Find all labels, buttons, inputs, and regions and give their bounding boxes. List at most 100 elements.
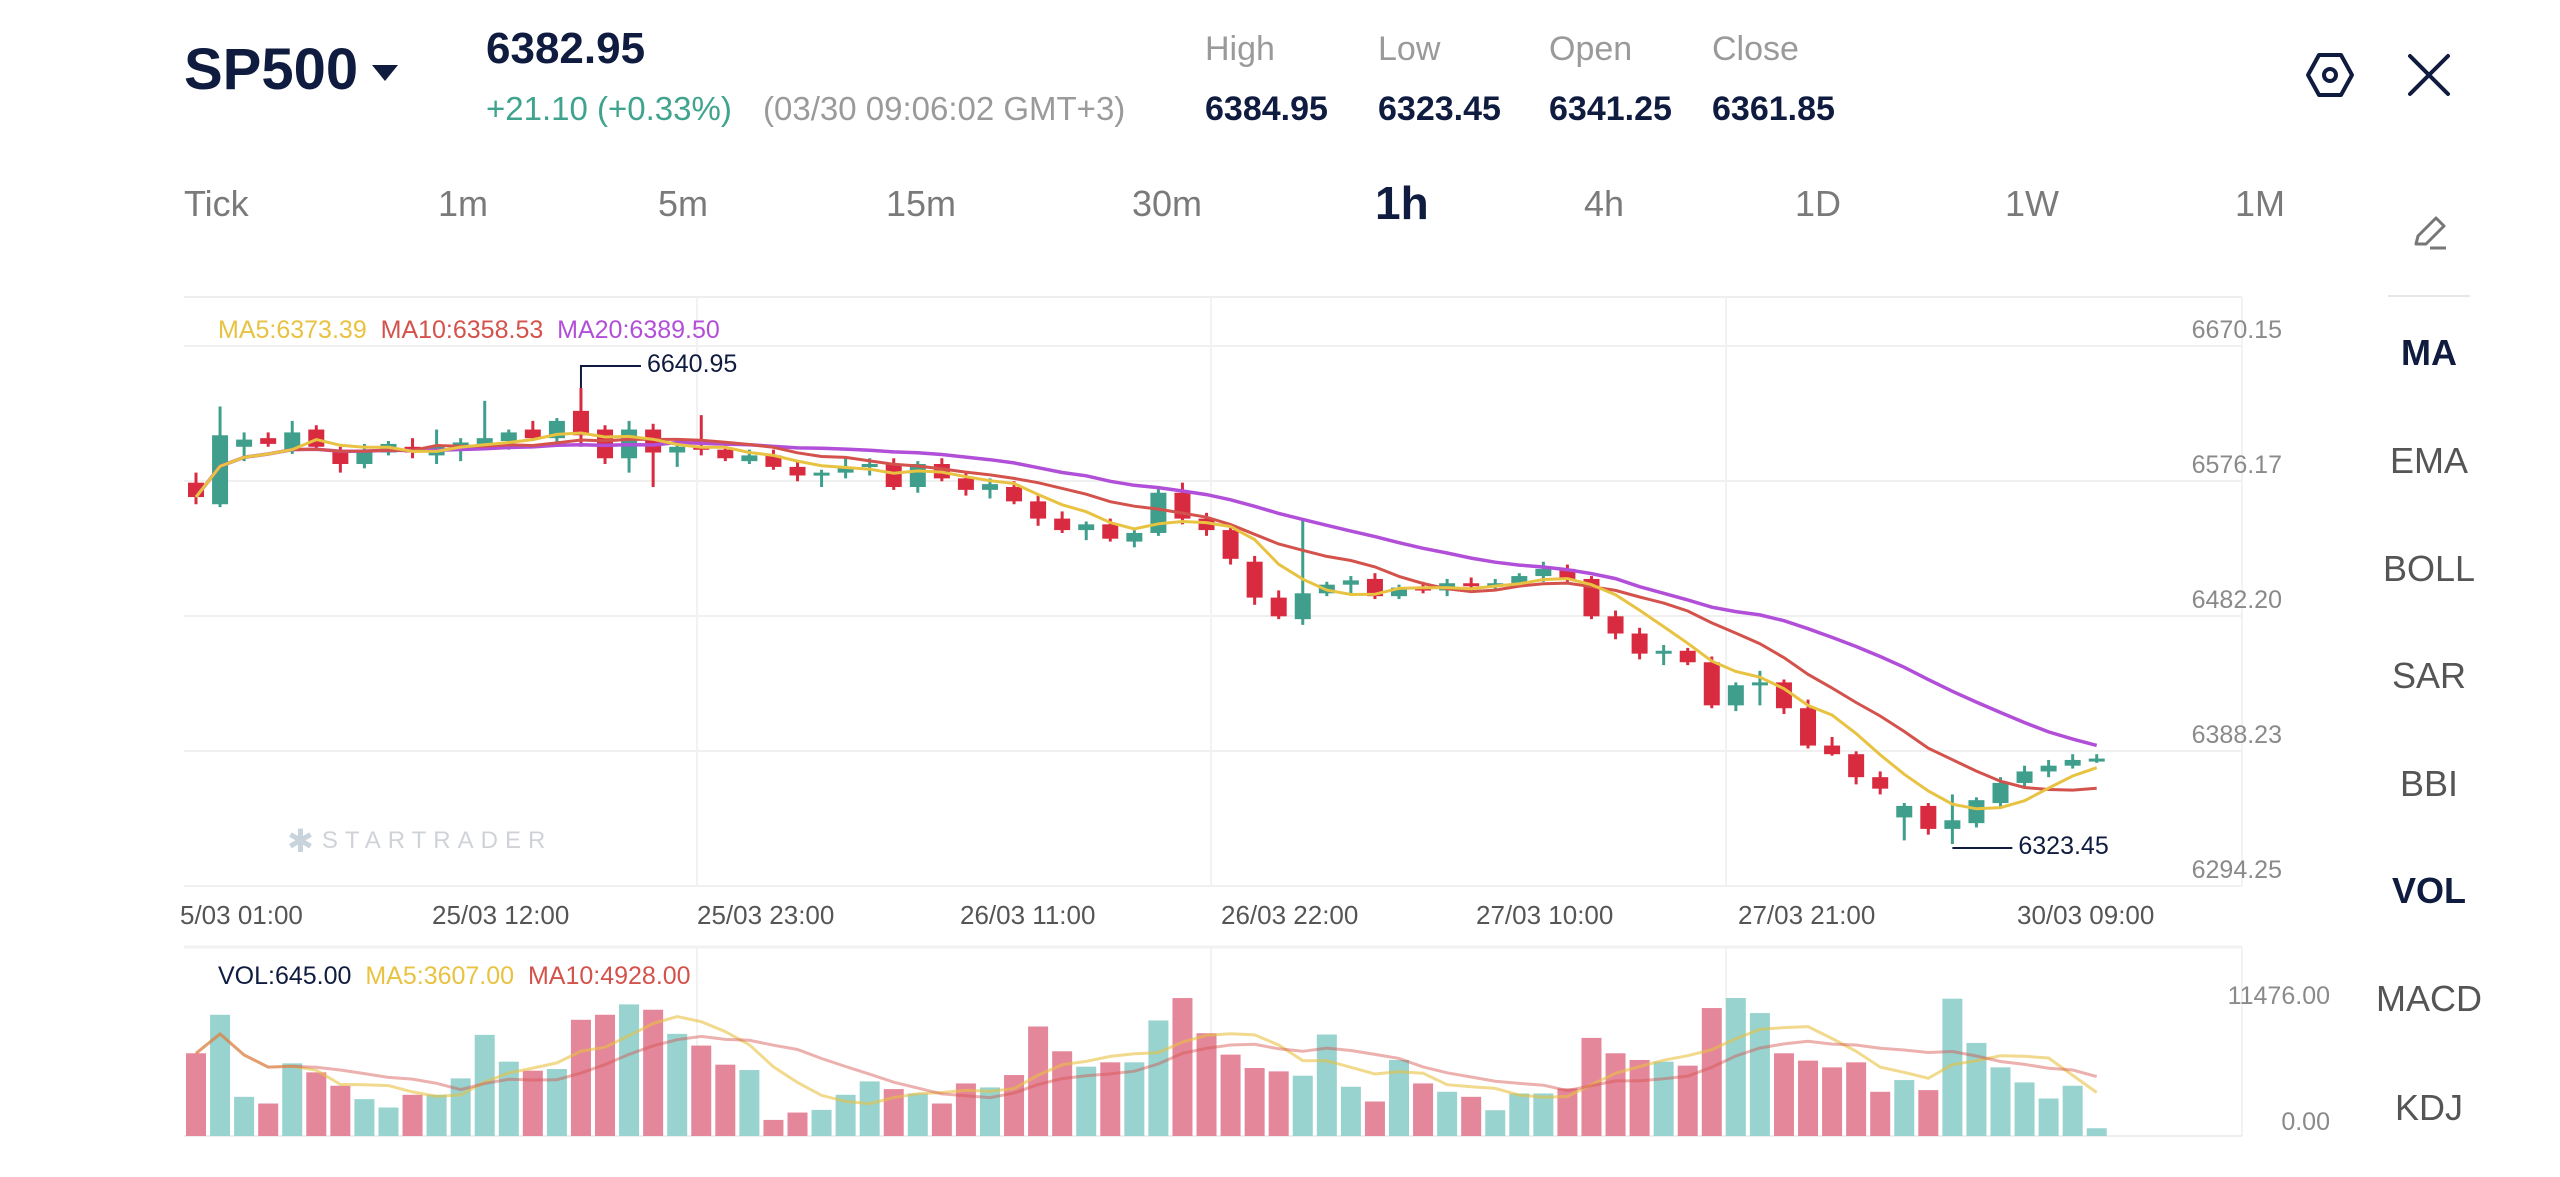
x-tick: 5/03 01:00 [180,900,303,930]
ma10-line [194,437,2097,792]
candle-up [2016,771,2033,783]
indicator-boll[interactable]: BOLL [2382,548,2476,589]
candle-up [476,438,493,444]
indicator-ma[interactable]: MA [2401,332,2457,373]
volume-bar [931,1103,952,1136]
hexagon-settings-icon[interactable] [2305,50,2355,100]
candle-up [1126,532,1143,542]
volume-bar [522,1070,543,1136]
candle-up [1078,524,1095,531]
x-tick: 30/03 09:00 [2017,900,2155,930]
volume-bar [811,1109,832,1136]
candle-down [1054,518,1071,531]
volume-bar [1100,1062,1121,1136]
tab-1mo[interactable]: 1M [2235,183,2286,224]
candle-down [885,464,902,487]
ma5-value: MA5:6373.39 [218,316,367,344]
indicator-vol[interactable]: VOL [2391,870,2466,911]
volume-bar [1028,1026,1049,1136]
tab-1m[interactable]: 1m [438,183,489,224]
volume-bar [595,1014,616,1136]
volume-bar [186,1053,206,1136]
volume-bar [1966,1042,1987,1136]
candle-down [572,410,589,436]
indicator-sar[interactable]: SAR [2391,655,2467,696]
tab-1w[interactable]: 1W [2005,183,2059,224]
tab-1d[interactable]: 1D [1795,183,1842,224]
symbol-name: SP500 [184,37,359,102]
volume-bar [1629,1059,1650,1136]
vol-value: VOL:645.00 [218,962,352,990]
low-value: 6323.45 [1378,90,1501,128]
candle-down [957,478,974,490]
volume-bar [619,1004,640,1136]
volume-bar [1533,1093,1554,1136]
tab-4h[interactable]: 4h [1584,183,1625,224]
candle-down [717,449,734,459]
candle-up [1751,682,1768,686]
volume-bar [306,1072,327,1136]
candle-down [1848,754,1865,778]
volume-bar [763,1119,784,1136]
candle-down [1824,745,1841,755]
watermark-text: STARTRADER [321,827,553,854]
y-tick: 6576.17 [2191,451,2282,479]
volume-bar [1148,1020,1169,1136]
tab-tick[interactable]: Tick [184,183,249,224]
volume-bar [787,1112,808,1136]
candle-down [1607,616,1624,634]
high-value: 6384.95 [1205,90,1328,128]
symbol-selector[interactable]: SP500 [184,36,399,103]
max-price-marker [579,364,641,388]
volume-bar [402,1094,423,1136]
volume-bar [570,1019,591,1136]
candle-up [1535,568,1552,577]
tab-5m[interactable]: 5m [658,183,709,224]
volume-bar [835,1094,856,1136]
volume-bar [1653,1061,1674,1136]
volume-bar [739,1070,760,1136]
candle-up [1727,685,1744,706]
indicator-macd[interactable]: MACD [2376,978,2482,1019]
candle-down [1775,682,1792,709]
volume-bar [2062,1085,2083,1136]
volume-bar [1244,1068,1265,1136]
star-logo-icon: ✱ [287,823,314,859]
candle-down [524,429,541,439]
volume-bar [1798,1060,1819,1136]
indicator-ema[interactable]: EMA [2389,440,2468,481]
volume-bar [1340,1086,1361,1136]
candle-down [1463,583,1480,587]
tab-1h[interactable]: 1h [1375,177,1429,229]
volume-bar [234,1096,255,1136]
volume-bar [1918,1090,1939,1136]
watermark-logo: ✱ STARTRADER [287,822,552,860]
min-price-label: 6323.45 [2018,832,2109,861]
candle-down [1102,524,1119,539]
volume-bar [1990,1067,2011,1136]
volume-bar [1725,998,1746,1136]
x-tick: 25/03 23:00 [697,900,835,930]
candle-down [1222,530,1239,559]
volume-bar [1509,1093,1530,1136]
tab-15m[interactable]: 15m [886,183,957,224]
pencil-icon[interactable] [2408,210,2452,254]
candle-up [212,435,229,505]
tab-30m[interactable]: 30m [1132,183,1203,224]
volume-bar [1292,1075,1313,1136]
volume-bar [1894,1080,1915,1136]
volume-bar [979,1087,1000,1136]
vol-ma5-value: MA5:3607.00 [365,962,515,990]
volume-bar [282,1063,303,1136]
volume-bar [1485,1110,1506,1136]
indicator-kdj[interactable]: KDJ [2394,1087,2463,1128]
volume-bar [378,1107,399,1136]
y-tick: 6388.23 [2191,721,2282,749]
close-icon[interactable] [2406,52,2452,98]
candle-up [1896,805,1913,818]
vol-legend: VOL:645.00 MA5:3607.00 MA10:4928.00 [218,962,691,991]
ma-legend: MA5:6373.39 MA10:6358.53 MA20:6389.50 [218,316,720,345]
indicator-bbi[interactable]: BBI [2399,763,2459,804]
volume-bar [1052,1051,1073,1136]
